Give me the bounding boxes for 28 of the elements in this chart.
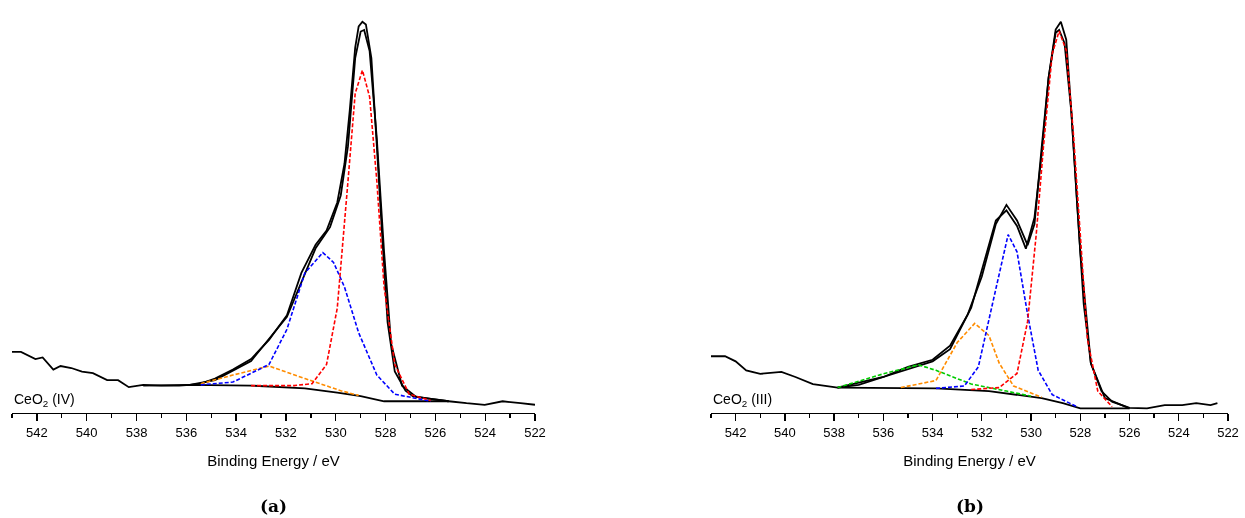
x-tick-label: 528 bbox=[1069, 424, 1092, 440]
x-tick-label: 542 bbox=[724, 424, 747, 440]
x-axis-title: Binding Energy / eV bbox=[903, 451, 1036, 469]
x-tick-label: 538 bbox=[823, 424, 845, 440]
x-tick-label: 530 bbox=[324, 424, 347, 440]
text: (b) bbox=[956, 496, 984, 516]
x-tick-label: 534 bbox=[225, 424, 247, 440]
annotation: CeO$_{2}$ (IV) bbox=[14, 391, 75, 409]
annotation: CeO$_{2}$ (III) bbox=[713, 391, 773, 409]
x-axis-title: Binding Energy / eV bbox=[207, 451, 340, 469]
x-tick-label: 530 bbox=[1020, 424, 1042, 440]
x-tick-label: 534 bbox=[921, 424, 944, 440]
x-tick-label: 532 bbox=[275, 424, 297, 440]
x-tick-label: 540 bbox=[774, 424, 796, 440]
x-tick-label: 540 bbox=[75, 424, 98, 440]
x-tick-label: 542 bbox=[26, 424, 48, 440]
x-tick-label: 528 bbox=[374, 424, 397, 440]
x-tick-label: 524 bbox=[474, 424, 497, 440]
x-tick-label: 524 bbox=[1167, 424, 1190, 440]
x-tick-label: 526 bbox=[424, 424, 447, 440]
x-tick-label: 522 bbox=[1217, 424, 1239, 440]
x-tick-label: 526 bbox=[1118, 424, 1141, 440]
x-tick-label: 536 bbox=[175, 424, 198, 440]
text: (a) bbox=[260, 496, 288, 516]
x-tick-label: 532 bbox=[970, 424, 993, 440]
x-tick-label: 522 bbox=[524, 424, 546, 440]
x-tick-label: 538 bbox=[125, 424, 148, 440]
x-tick-label: 536 bbox=[872, 424, 895, 440]
